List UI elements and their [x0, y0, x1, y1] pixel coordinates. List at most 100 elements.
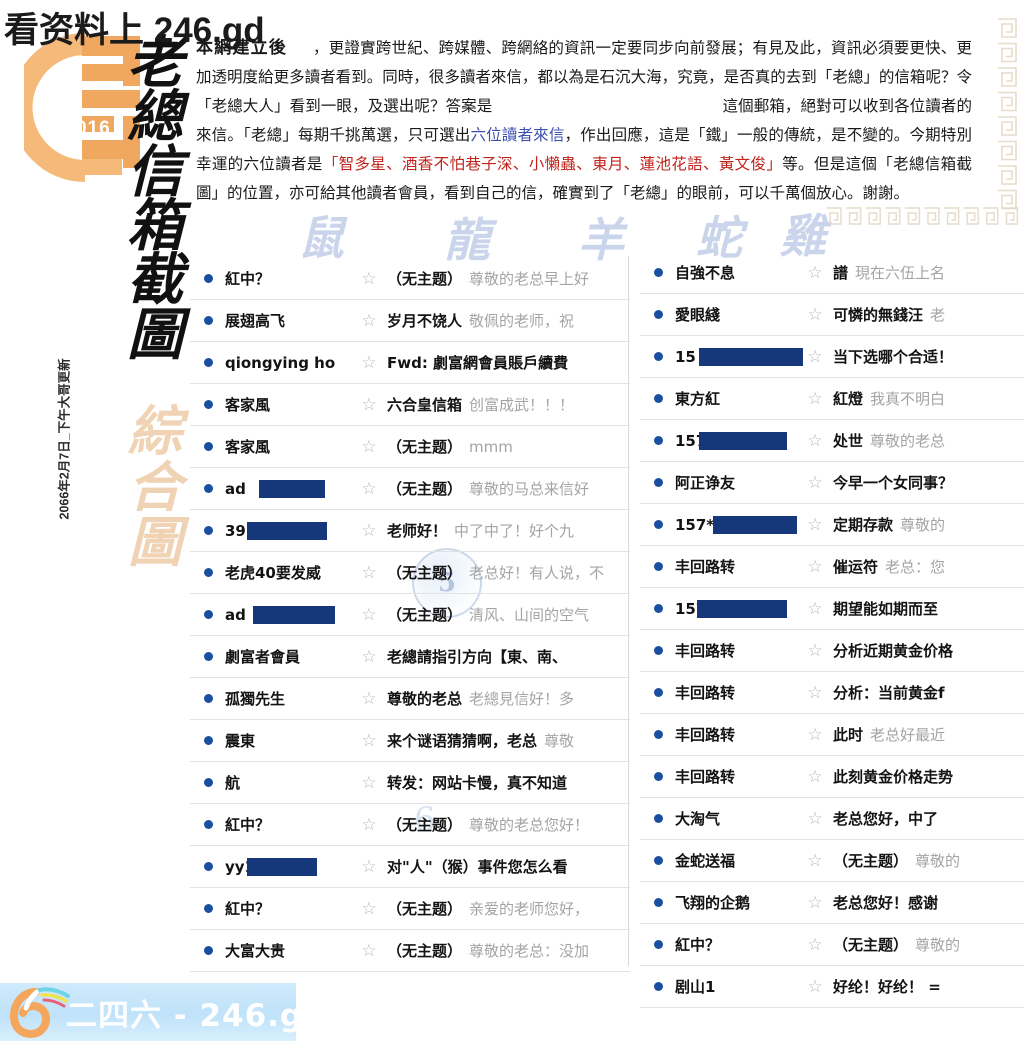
star-icon[interactable]: ☆	[361, 311, 377, 330]
mail-row[interactable]: 震東 ☆ 来个谜语猜猜啊，老总 尊敬	[190, 720, 630, 762]
mail-row[interactable]: 39 ☆ 老师好！ 中了中了！好个九	[190, 510, 630, 552]
mail-sender: 老虎40要发威	[225, 564, 321, 582]
star-icon[interactable]: ☆	[361, 605, 377, 624]
mail-row[interactable]: 丰回路转 ☆ 此时 老总好最近	[640, 714, 1024, 756]
mail-row[interactable]: 丰回路转 ☆ 催运符 老总：您	[640, 546, 1024, 588]
mail-row[interactable]: 自強不息 ☆ 譜現在六伍上名	[640, 252, 1024, 294]
mail-row[interactable]: 大淘气 ☆ 老总您好，中了	[640, 798, 1024, 840]
star-icon[interactable]: ☆	[807, 893, 823, 912]
mail-row[interactable]: 紅中？ ☆ （无主题） 亲爱的老师您好，	[190, 888, 630, 930]
star-icon[interactable]: ☆	[361, 521, 377, 540]
star-icon[interactable]: ☆	[361, 479, 377, 498]
mail-row[interactable]: 飞翔的企鹅 ☆ 老总您好！感谢	[640, 882, 1024, 924]
star-icon[interactable]: ☆	[807, 851, 823, 870]
star-icon[interactable]: ☆	[807, 683, 823, 702]
mail-row[interactable]: 展翅高飞 ☆ 岁月不饶人 敬佩的老师，祝	[190, 300, 630, 342]
mail-row[interactable]: 愛眼綫 ☆ 可憐的無錢汪老	[640, 294, 1024, 336]
star-icon[interactable]: ☆	[807, 935, 823, 954]
seal-logo-icon: 016	[24, 30, 146, 185]
star-icon[interactable]: ☆	[807, 641, 823, 660]
star-icon[interactable]: ☆	[807, 515, 823, 534]
mail-subject: （无主题） 尊敬的老总：没加	[387, 942, 590, 960]
mail-subject: 转发：网站卡慢，真不知道	[387, 774, 568, 792]
star-icon[interactable]: ☆	[807, 767, 823, 786]
mail-row[interactable]: 丰回路转 ☆ 分析：当前黄金f	[640, 672, 1024, 714]
star-icon[interactable]: ☆	[361, 815, 377, 834]
mail-row[interactable]: 金蛇送福 ☆ （无主题） 尊敬的	[640, 840, 1024, 882]
star-icon[interactable]: ☆	[361, 647, 377, 666]
mail-row[interactable]: 157 ☆ 处世 尊敬的老总	[640, 420, 1024, 462]
mail-sender: 阿正诤友	[675, 474, 736, 492]
mail-row[interactable]: 丰回路转 ☆ 分析近期黄金价格	[640, 630, 1024, 672]
star-icon[interactable]: ☆	[807, 263, 823, 282]
mail-row[interactable]: 客家風 ☆ （无主题） mmm	[190, 426, 630, 468]
mail-row[interactable]: 孤獨先生 ☆ 尊敬的老总 老總見信好！多	[190, 678, 630, 720]
star-icon[interactable]: ☆	[807, 809, 823, 828]
vertical-title-char: 截	[127, 247, 183, 314]
unread-dot-icon	[204, 946, 213, 955]
mail-row[interactable]: 紅中？ ☆ （无主题） 尊敬的	[640, 924, 1024, 966]
star-icon[interactable]: ☆	[807, 557, 823, 576]
mail-snippet: 尊敬的老总早上好	[469, 270, 590, 288]
column-divider	[628, 256, 629, 966]
mail-row[interactable]: ad ☆ （无主题） 清风、山间的空气	[190, 594, 630, 636]
mail-row[interactable]: 大富大贵 ☆ （无主题） 尊敬的老总：没加	[190, 930, 630, 972]
vertical-title: 老 總 信 箱 截 圖	[118, 35, 192, 368]
star-icon[interactable]: ☆	[361, 395, 377, 414]
mail-row[interactable]: 紅中？ ☆ （无主题） 尊敬的老总早上好	[190, 258, 630, 300]
unread-dot-icon	[204, 568, 213, 577]
mail-subject: （无主题） 尊敬的老总早上好	[387, 270, 590, 288]
vertical-subtitle-char: 合	[128, 454, 182, 519]
mail-row[interactable]: ad ☆ （无主题） 尊敬的马总来信好	[190, 468, 630, 510]
star-icon[interactable]: ☆	[361, 941, 377, 960]
mail-snippet: 老总好最近	[870, 726, 946, 744]
star-icon[interactable]: ☆	[807, 473, 823, 492]
mail-row[interactable]: qiongying ho ☆ Fwd: 劇富網會員賬戶續費	[190, 342, 630, 384]
mail-row[interactable]: 15 ☆ 当下选哪个合适！	[640, 336, 1024, 378]
mail-row[interactable]: 東方紅 ☆ 紅燈 我真不明白	[640, 378, 1024, 420]
star-icon[interactable]: ☆	[807, 347, 823, 366]
mail-subject: 可憐的無錢汪老	[833, 306, 946, 324]
mail-row[interactable]: 157 ☆ 期望能如期而至	[640, 588, 1024, 630]
mail-row[interactable]: 丰回路转 ☆ 此刻黄金价格走势	[640, 756, 1024, 798]
unread-dot-icon	[204, 316, 213, 325]
mail-row[interactable]: 劇富者會員 ☆ 老總請指引方向【東、南、	[190, 636, 630, 678]
star-icon[interactable]: ☆	[807, 431, 823, 450]
star-icon[interactable]: ☆	[807, 599, 823, 618]
star-icon[interactable]: ☆	[361, 899, 377, 918]
star-icon[interactable]: ☆	[361, 563, 377, 582]
mail-sender: 愛眼綫	[675, 306, 721, 324]
mail-row[interactable]: 157* ☆ 定期存款 尊敬的	[640, 504, 1024, 546]
greek-key-border-right-icon	[994, 16, 1020, 212]
star-icon[interactable]: ☆	[807, 389, 823, 408]
unread-dot-icon	[204, 358, 213, 367]
star-icon[interactable]: ☆	[807, 977, 823, 996]
mail-sender: 航	[225, 774, 241, 792]
star-icon[interactable]: ☆	[361, 689, 377, 708]
vertical-title-char: 圖	[127, 301, 183, 368]
mail-subject: 老师好！ 中了中了！好个九	[387, 522, 575, 540]
mail-subject: 六合皇信箱 创富成武！！！	[387, 396, 575, 414]
star-icon[interactable]: ☆	[361, 731, 377, 750]
unread-dot-icon	[654, 688, 663, 697]
mail-row[interactable]: 航 ☆ 转发：网站卡慢，真不知道	[190, 762, 630, 804]
mail-row[interactable]: 剧山1 ☆ 好纶！好纶！ =	[640, 966, 1024, 1008]
mail-subject: 老总您好，中了	[833, 810, 939, 828]
vertical-subtitle-char: 綜	[128, 399, 182, 463]
star-icon[interactable]: ☆	[361, 437, 377, 456]
mail-sender: 157*	[675, 515, 803, 534]
star-icon[interactable]: ☆	[807, 305, 823, 324]
unread-dot-icon	[204, 904, 213, 913]
mail-sender: 15	[675, 347, 803, 366]
mail-row[interactable]: 紅中？ ☆ （无主题） 尊敬的老总您好！	[190, 804, 630, 846]
mail-row[interactable]: yy1 ☆ 对"人"（猴）事件您怎么看	[190, 846, 630, 888]
star-icon[interactable]: ☆	[361, 773, 377, 792]
mail-row[interactable]: 老虎40要发威 ☆ （无主题） 老总好！有人说，不	[190, 552, 630, 594]
star-icon[interactable]: ☆	[807, 725, 823, 744]
mail-subject: （无主题） 亲爱的老师您好，	[387, 900, 590, 918]
mail-row[interactable]: 客家風 ☆ 六合皇信箱 创富成武！！！	[190, 384, 630, 426]
star-icon[interactable]: ☆	[361, 353, 377, 372]
mail-row[interactable]: 阿正诤友 ☆ 今早一个女同事？	[640, 462, 1024, 504]
star-icon[interactable]: ☆	[361, 269, 377, 288]
star-icon[interactable]: ☆	[361, 857, 377, 876]
